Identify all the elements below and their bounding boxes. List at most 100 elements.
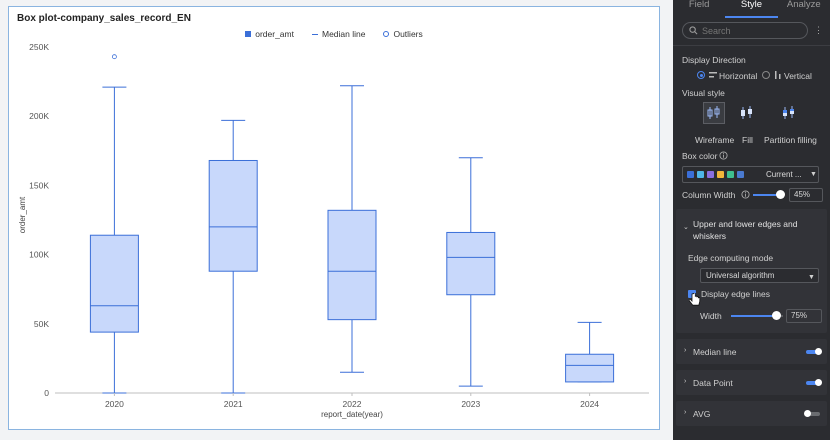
fill-label: Fill <box>742 135 753 145</box>
avg-section[interactable]: › AVG <box>676 401 827 426</box>
box-body <box>565 353 615 383</box>
chart-card: Box plot-company_sales_record_EN order_a… <box>8 6 660 430</box>
partition-filling-style-option[interactable] <box>778 102 800 124</box>
legend-label: Outliers <box>393 29 423 39</box>
wireframe-label: Wireframe <box>695 135 735 145</box>
legend-circle-icon <box>383 31 390 37</box>
avg-toggle[interactable] <box>804 410 820 417</box>
x-tick-label: 2022 <box>343 399 362 409</box>
box-body <box>327 209 377 321</box>
data-point-toggle[interactable] <box>806 379 822 386</box>
info-icon[interactable] <box>719 151 728 160</box>
search-input[interactable] <box>702 25 797 36</box>
chart-title: Box plot-company_sales_record_EN <box>17 13 191 24</box>
panel-tabs: Field Style Analyze <box>673 0 830 18</box>
chevron-down-icon[interactable]: ⌄ <box>683 224 689 231</box>
partition-filling-label: Partition filling <box>764 135 817 145</box>
legend-label: Median line <box>321 29 366 39</box>
fill-style-option[interactable] <box>736 102 758 124</box>
edge-mode-select[interactable]: Universal algorithm ▼ <box>700 268 819 283</box>
box-body <box>208 159 258 272</box>
vertical-label: Vertical <box>784 71 812 81</box>
median-line-section[interactable]: › Median line <box>676 339 827 364</box>
edge-width-label: Width <box>700 311 722 321</box>
radio-vertical[interactable] <box>762 71 770 79</box>
chevron-down-icon: ▼ <box>808 274 815 281</box>
chart-legend: order_amt Median line Outliers <box>9 29 659 39</box>
color-swatch <box>717 171 724 178</box>
y-tick-label: 250K <box>29 42 49 52</box>
edges-section-title[interactable]: Upper and lower edges and whiskers <box>693 219 798 241</box>
display-edge-lines-label: Display edge lines <box>701 289 770 299</box>
edge-mode-value: Universal algorithm <box>706 271 775 280</box>
display-direction-label: Display Direction <box>682 55 746 65</box>
data-point-title: Data Point <box>693 378 733 388</box>
color-swatch <box>727 171 734 178</box>
y-tick-label: 100K <box>29 250 49 260</box>
column-width-slider-handle[interactable] <box>776 190 785 199</box>
partition-box-icon <box>783 106 794 119</box>
edges-whiskers-section: ⌄ Upper and lower edges and whiskers Edg… <box>676 209 827 333</box>
chevron-down-icon: ▼ <box>810 171 817 178</box>
legend-label: order_amt <box>255 29 294 39</box>
vertical-bars-icon <box>775 71 781 79</box>
box-body <box>89 234 139 333</box>
divider <box>673 45 830 46</box>
box-body <box>446 231 496 296</box>
search-box[interactable] <box>682 22 808 39</box>
avg-title: AVG <box>693 409 711 419</box>
color-swatch <box>687 171 694 178</box>
style-panel: Field Style Analyze ⋮ Display Direction … <box>673 0 830 440</box>
column-width-fill <box>753 194 780 196</box>
x-tick-label: 2021 <box>224 399 243 409</box>
x-axis-label: report_date(year) <box>321 410 383 419</box>
x-tick-label: 2020 <box>105 399 124 409</box>
visual-style-label: Visual style <box>682 88 725 98</box>
radio-horizontal[interactable] <box>697 71 705 79</box>
wireframe-style-option[interactable] <box>703 102 725 124</box>
horizontal-label: Horizontal <box>719 71 758 81</box>
median-line-title: Median line <box>693 347 737 357</box>
y-tick-label: 50K <box>34 319 49 329</box>
color-swatch <box>737 171 744 178</box>
x-tick-label: 2023 <box>461 399 480 409</box>
y-axis-label: order_amt <box>18 196 27 233</box>
chevron-right-icon: › <box>684 378 687 385</box>
edge-width-slider-handle[interactable] <box>772 311 781 320</box>
column-width-label: Column Width <box>682 190 736 200</box>
box-plot: 0 50K 100K 150K 200K 250K order_amt 2020 2021 202… <box>18 42 649 419</box>
horizontal-bars-icon <box>709 72 717 78</box>
legend-square-icon <box>245 31 252 37</box>
tab-field[interactable]: Field <box>688 0 710 10</box>
y-tick-label: 150K <box>29 180 49 190</box>
wireframe-box-icon <box>707 106 720 119</box>
legend-item-order-amt[interactable]: order_amt <box>245 29 294 39</box>
y-tick-label: 200K <box>29 111 49 121</box>
chevron-right-icon: › <box>684 409 687 416</box>
info-icon[interactable] <box>741 190 750 199</box>
tab-style[interactable]: Style <box>725 0 778 18</box>
color-swatch <box>697 171 704 178</box>
edge-width-input[interactable]: 75% <box>786 309 822 323</box>
median-line-toggle[interactable] <box>806 348 822 355</box>
chevron-right-icon: › <box>684 347 687 354</box>
y-tick-label: 0 <box>44 388 49 398</box>
color-swatch <box>707 171 714 178</box>
fill-box-icon <box>741 106 752 119</box>
data-point-section[interactable]: › Data Point <box>676 370 827 395</box>
outlier-point <box>112 54 117 60</box>
tab-analyze[interactable]: Analyze <box>786 0 821 10</box>
legend-item-outliers[interactable]: Outliers <box>383 29 423 39</box>
box-color-select[interactable]: Current ... ▼ <box>682 166 819 183</box>
legend-line-icon <box>311 33 318 35</box>
edge-width-fill <box>731 315 776 317</box>
more-options-icon[interactable]: ⋮ <box>814 25 823 35</box>
box-color-label: Box color <box>682 151 718 161</box>
legend-item-median[interactable]: Median line <box>311 29 366 39</box>
hand-cursor-icon <box>689 293 701 306</box>
edge-mode-label: Edge computing mode <box>688 253 774 263</box>
column-width-input[interactable]: 45% <box>789 188 823 202</box>
box-color-value: Current ... <box>766 170 802 179</box>
search-icon <box>689 26 698 35</box>
